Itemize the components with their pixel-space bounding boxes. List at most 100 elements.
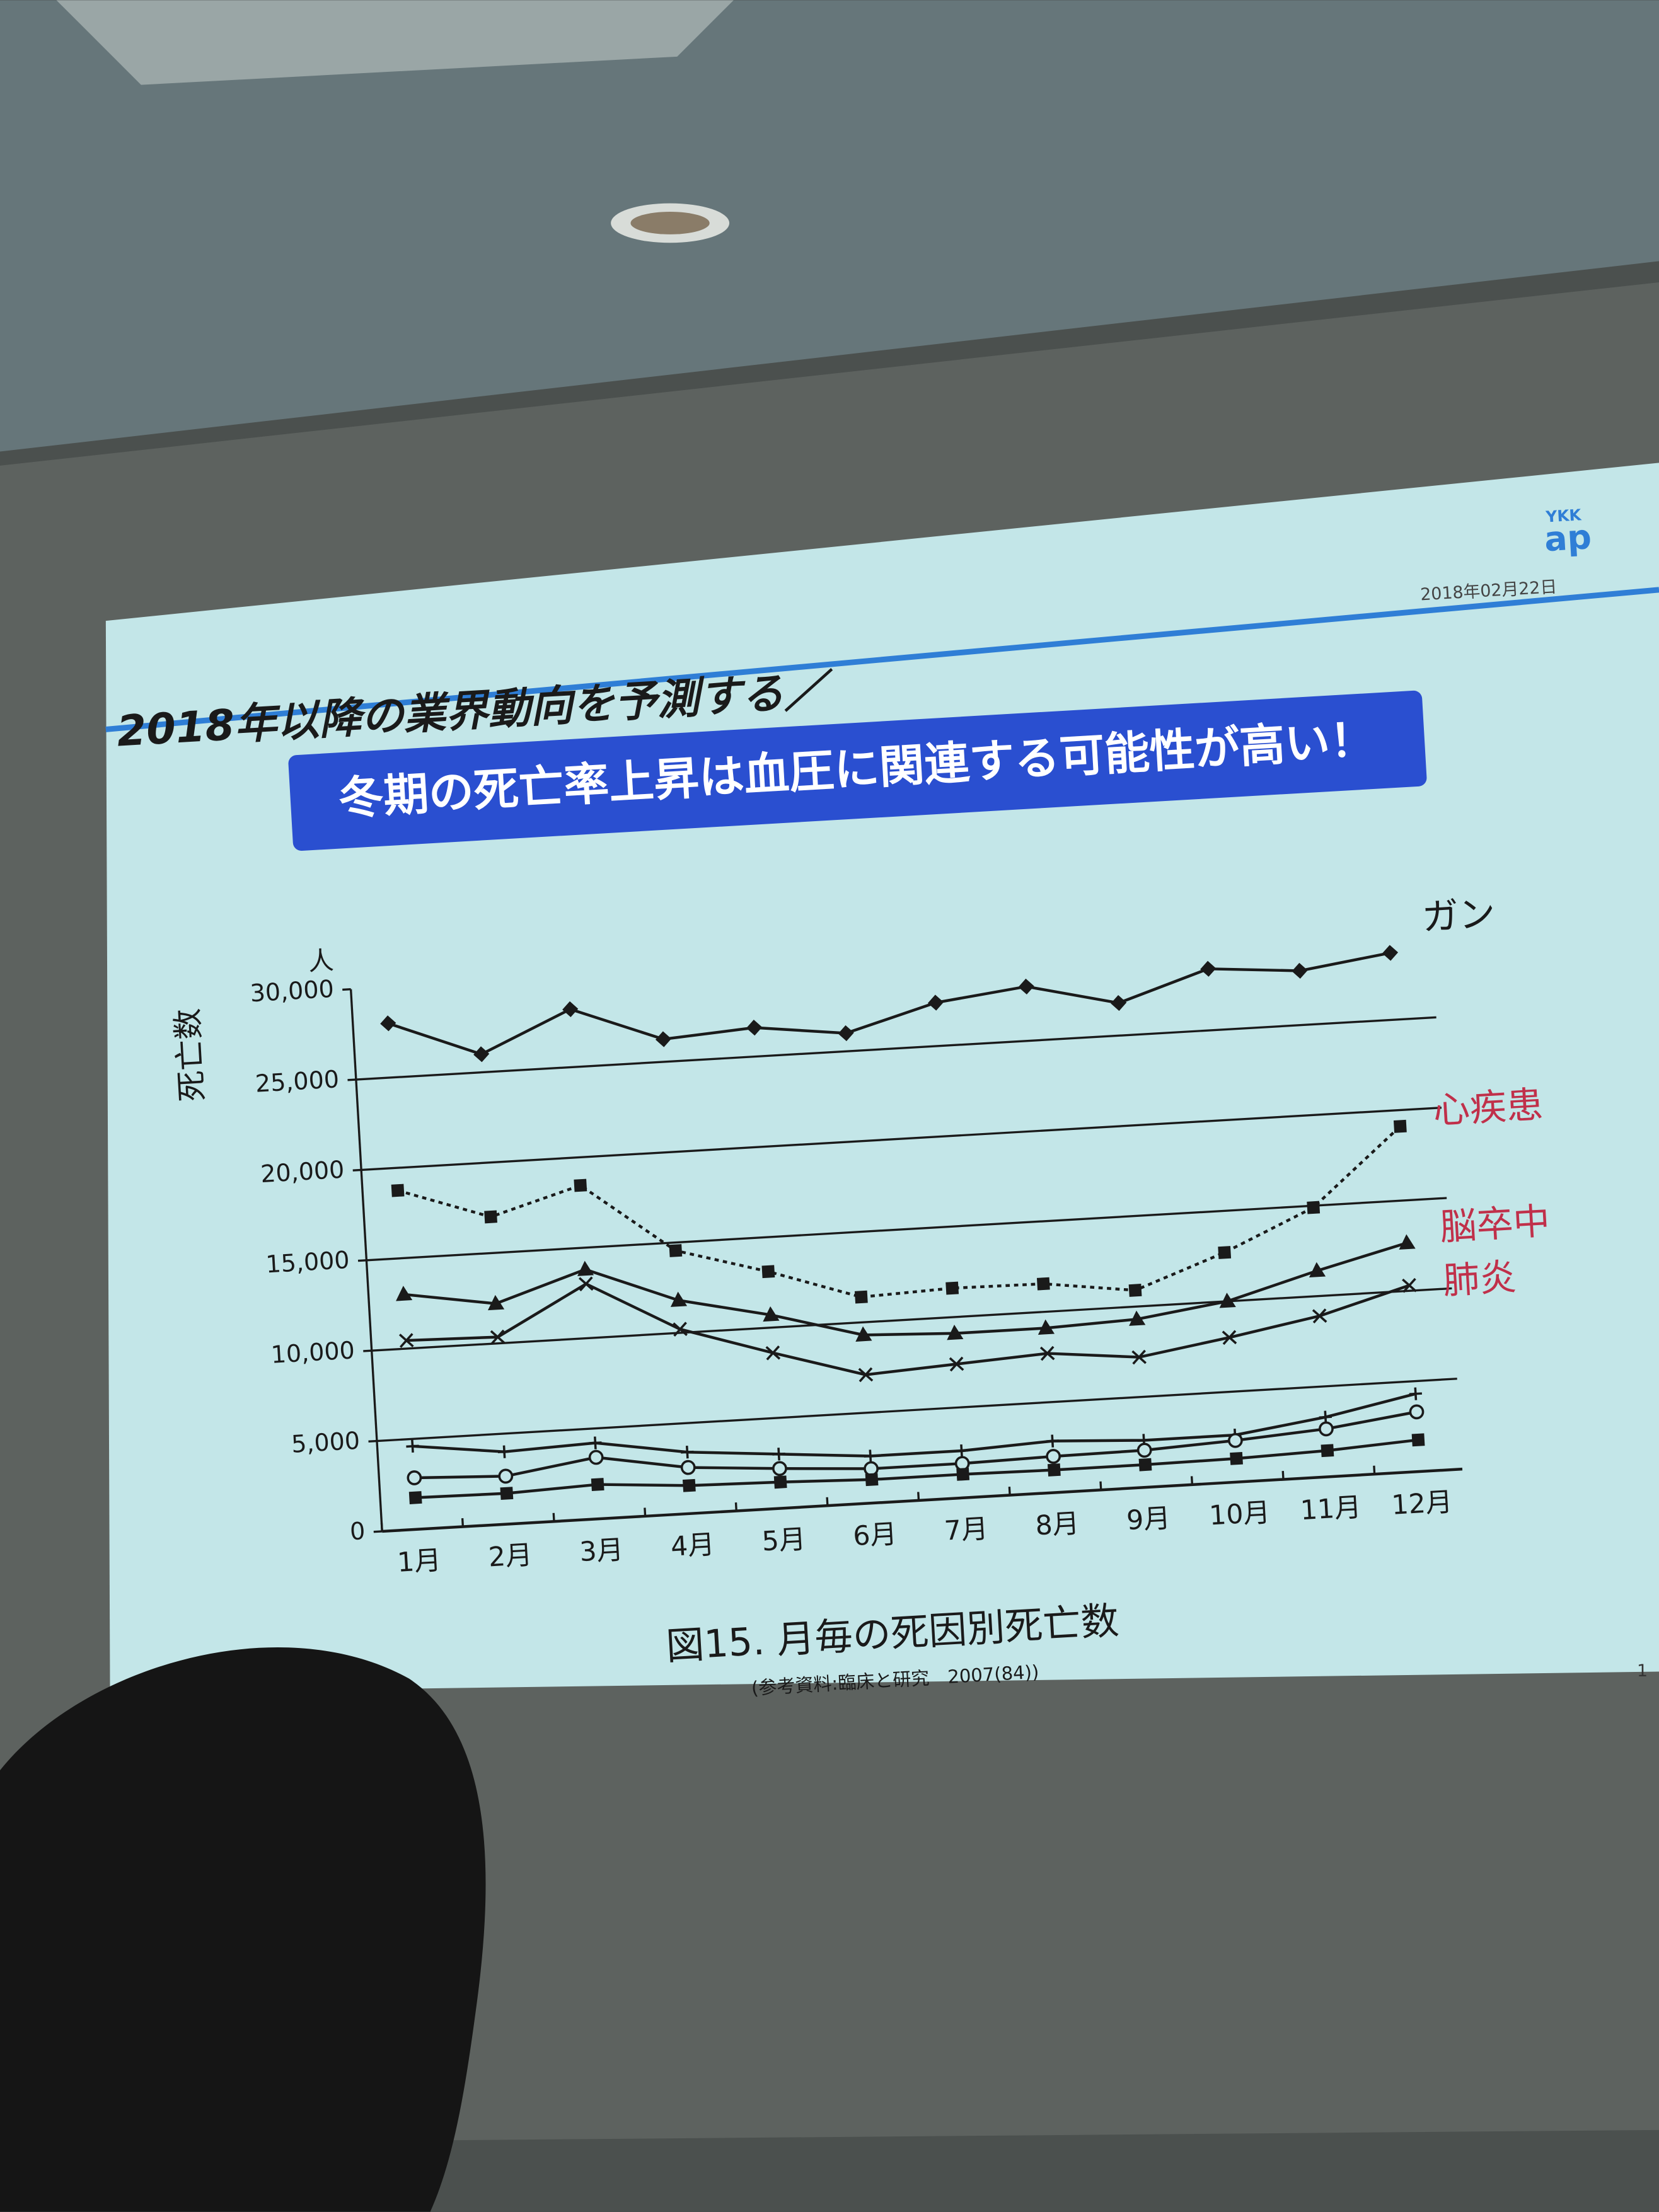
marker: [484, 1210, 497, 1224]
ceiling: [0, 0, 1659, 452]
marker: [1046, 1449, 1061, 1464]
marker: [398, 1333, 414, 1348]
marker: [562, 1001, 579, 1018]
marker: [681, 1446, 694, 1459]
marker: [1411, 1433, 1425, 1447]
marker: [838, 1025, 854, 1042]
marker: [1312, 1308, 1327, 1323]
marker: [391, 1184, 405, 1197]
grid-line: [356, 1016, 1436, 1081]
marker: [1399, 1234, 1416, 1250]
series-label: 肺炎: [1442, 1255, 1517, 1303]
grid-line: [371, 1287, 1452, 1352]
marker: [1222, 1330, 1237, 1345]
y-tick-label: 10,000: [270, 1336, 356, 1369]
y-tick: [342, 988, 351, 991]
marker: [669, 1244, 683, 1257]
x-tick-label: 3月: [579, 1535, 624, 1568]
marker: [655, 1031, 672, 1047]
marker: [858, 1367, 874, 1383]
marker: [1036, 1277, 1050, 1291]
marker: [500, 1487, 514, 1501]
series-line: [403, 1241, 1408, 1337]
y-tick-label: 0: [349, 1517, 366, 1545]
y-tick-label: 20,000: [260, 1156, 345, 1189]
series-line: [397, 1125, 1401, 1299]
title-underline: [105, 587, 1659, 732]
y-tick: [373, 1530, 383, 1533]
x-tick: [1190, 1476, 1194, 1485]
marker: [1307, 1201, 1321, 1214]
marker: [772, 1448, 785, 1461]
series-label: ガン: [1421, 892, 1496, 939]
marker: [1319, 1410, 1332, 1424]
marker: [408, 1491, 422, 1504]
marker: [1218, 1246, 1232, 1259]
x-tick: [1373, 1465, 1376, 1475]
x-tick-label: 8月: [1034, 1509, 1080, 1542]
marker: [765, 1345, 781, 1361]
marker: [1228, 1432, 1243, 1448]
marker: [1046, 1434, 1059, 1448]
marker: [1409, 1404, 1425, 1420]
x-tick-label: 5月: [761, 1524, 806, 1558]
series-line: [414, 1410, 1417, 1480]
banner: [288, 690, 1427, 851]
marker: [772, 1461, 787, 1477]
marker: [1309, 1262, 1326, 1278]
marker: [1128, 1284, 1142, 1297]
marker: [680, 1460, 696, 1475]
marker: [761, 1265, 775, 1279]
marker: [1039, 1345, 1055, 1361]
grid-line: [361, 1106, 1442, 1172]
marker: [473, 1046, 490, 1063]
marker: [773, 1475, 787, 1489]
y-unit: 人: [308, 946, 335, 976]
marker: [949, 1356, 964, 1372]
marker: [855, 1326, 872, 1342]
marker: [1200, 960, 1217, 977]
series-line: [406, 1282, 1410, 1376]
y-tick-label: 5,000: [291, 1427, 361, 1458]
page-number: 1: [1637, 1661, 1648, 1681]
x-tick: [1008, 1487, 1011, 1495]
marker: [945, 1281, 959, 1295]
marker: [763, 1306, 780, 1322]
x-tick-label: 4月: [670, 1529, 715, 1563]
marker: [955, 1444, 968, 1458]
x-tick-label: 6月: [852, 1519, 898, 1552]
marker: [1402, 1277, 1417, 1293]
y-axis-label: 死亡数: [169, 1008, 211, 1103]
marker: [1131, 1349, 1147, 1365]
y-tick: [357, 1259, 367, 1262]
logo-top: YKK: [1545, 505, 1582, 526]
marker: [682, 1478, 696, 1492]
marker: [1393, 1119, 1407, 1133]
x-tick: [826, 1497, 829, 1506]
marker: [588, 1449, 604, 1465]
x-tick-label: 9月: [1126, 1503, 1171, 1536]
marker: [407, 1470, 422, 1485]
marker: [498, 1468, 514, 1484]
marker: [670, 1291, 688, 1307]
series-line: [415, 1438, 1419, 1499]
grid-line: [376, 1378, 1457, 1443]
marker: [1319, 1421, 1334, 1437]
series-label: 心疾患: [1432, 1083, 1544, 1132]
marker: [487, 1294, 505, 1311]
marker: [956, 1468, 970, 1481]
marker: [927, 994, 944, 1011]
marker: [380, 1015, 396, 1032]
marker: [673, 1322, 688, 1337]
marker: [854, 1290, 868, 1304]
audience-head: [0, 1647, 486, 2212]
x-tick: [552, 1512, 555, 1522]
marker: [579, 1276, 594, 1292]
ceiling-vent: [56, 0, 734, 85]
marker: [1138, 1458, 1152, 1472]
x-tick-label: 12月: [1390, 1487, 1453, 1521]
series-line: [412, 1392, 1416, 1458]
marker: [1136, 1443, 1152, 1458]
marker: [1292, 962, 1308, 979]
